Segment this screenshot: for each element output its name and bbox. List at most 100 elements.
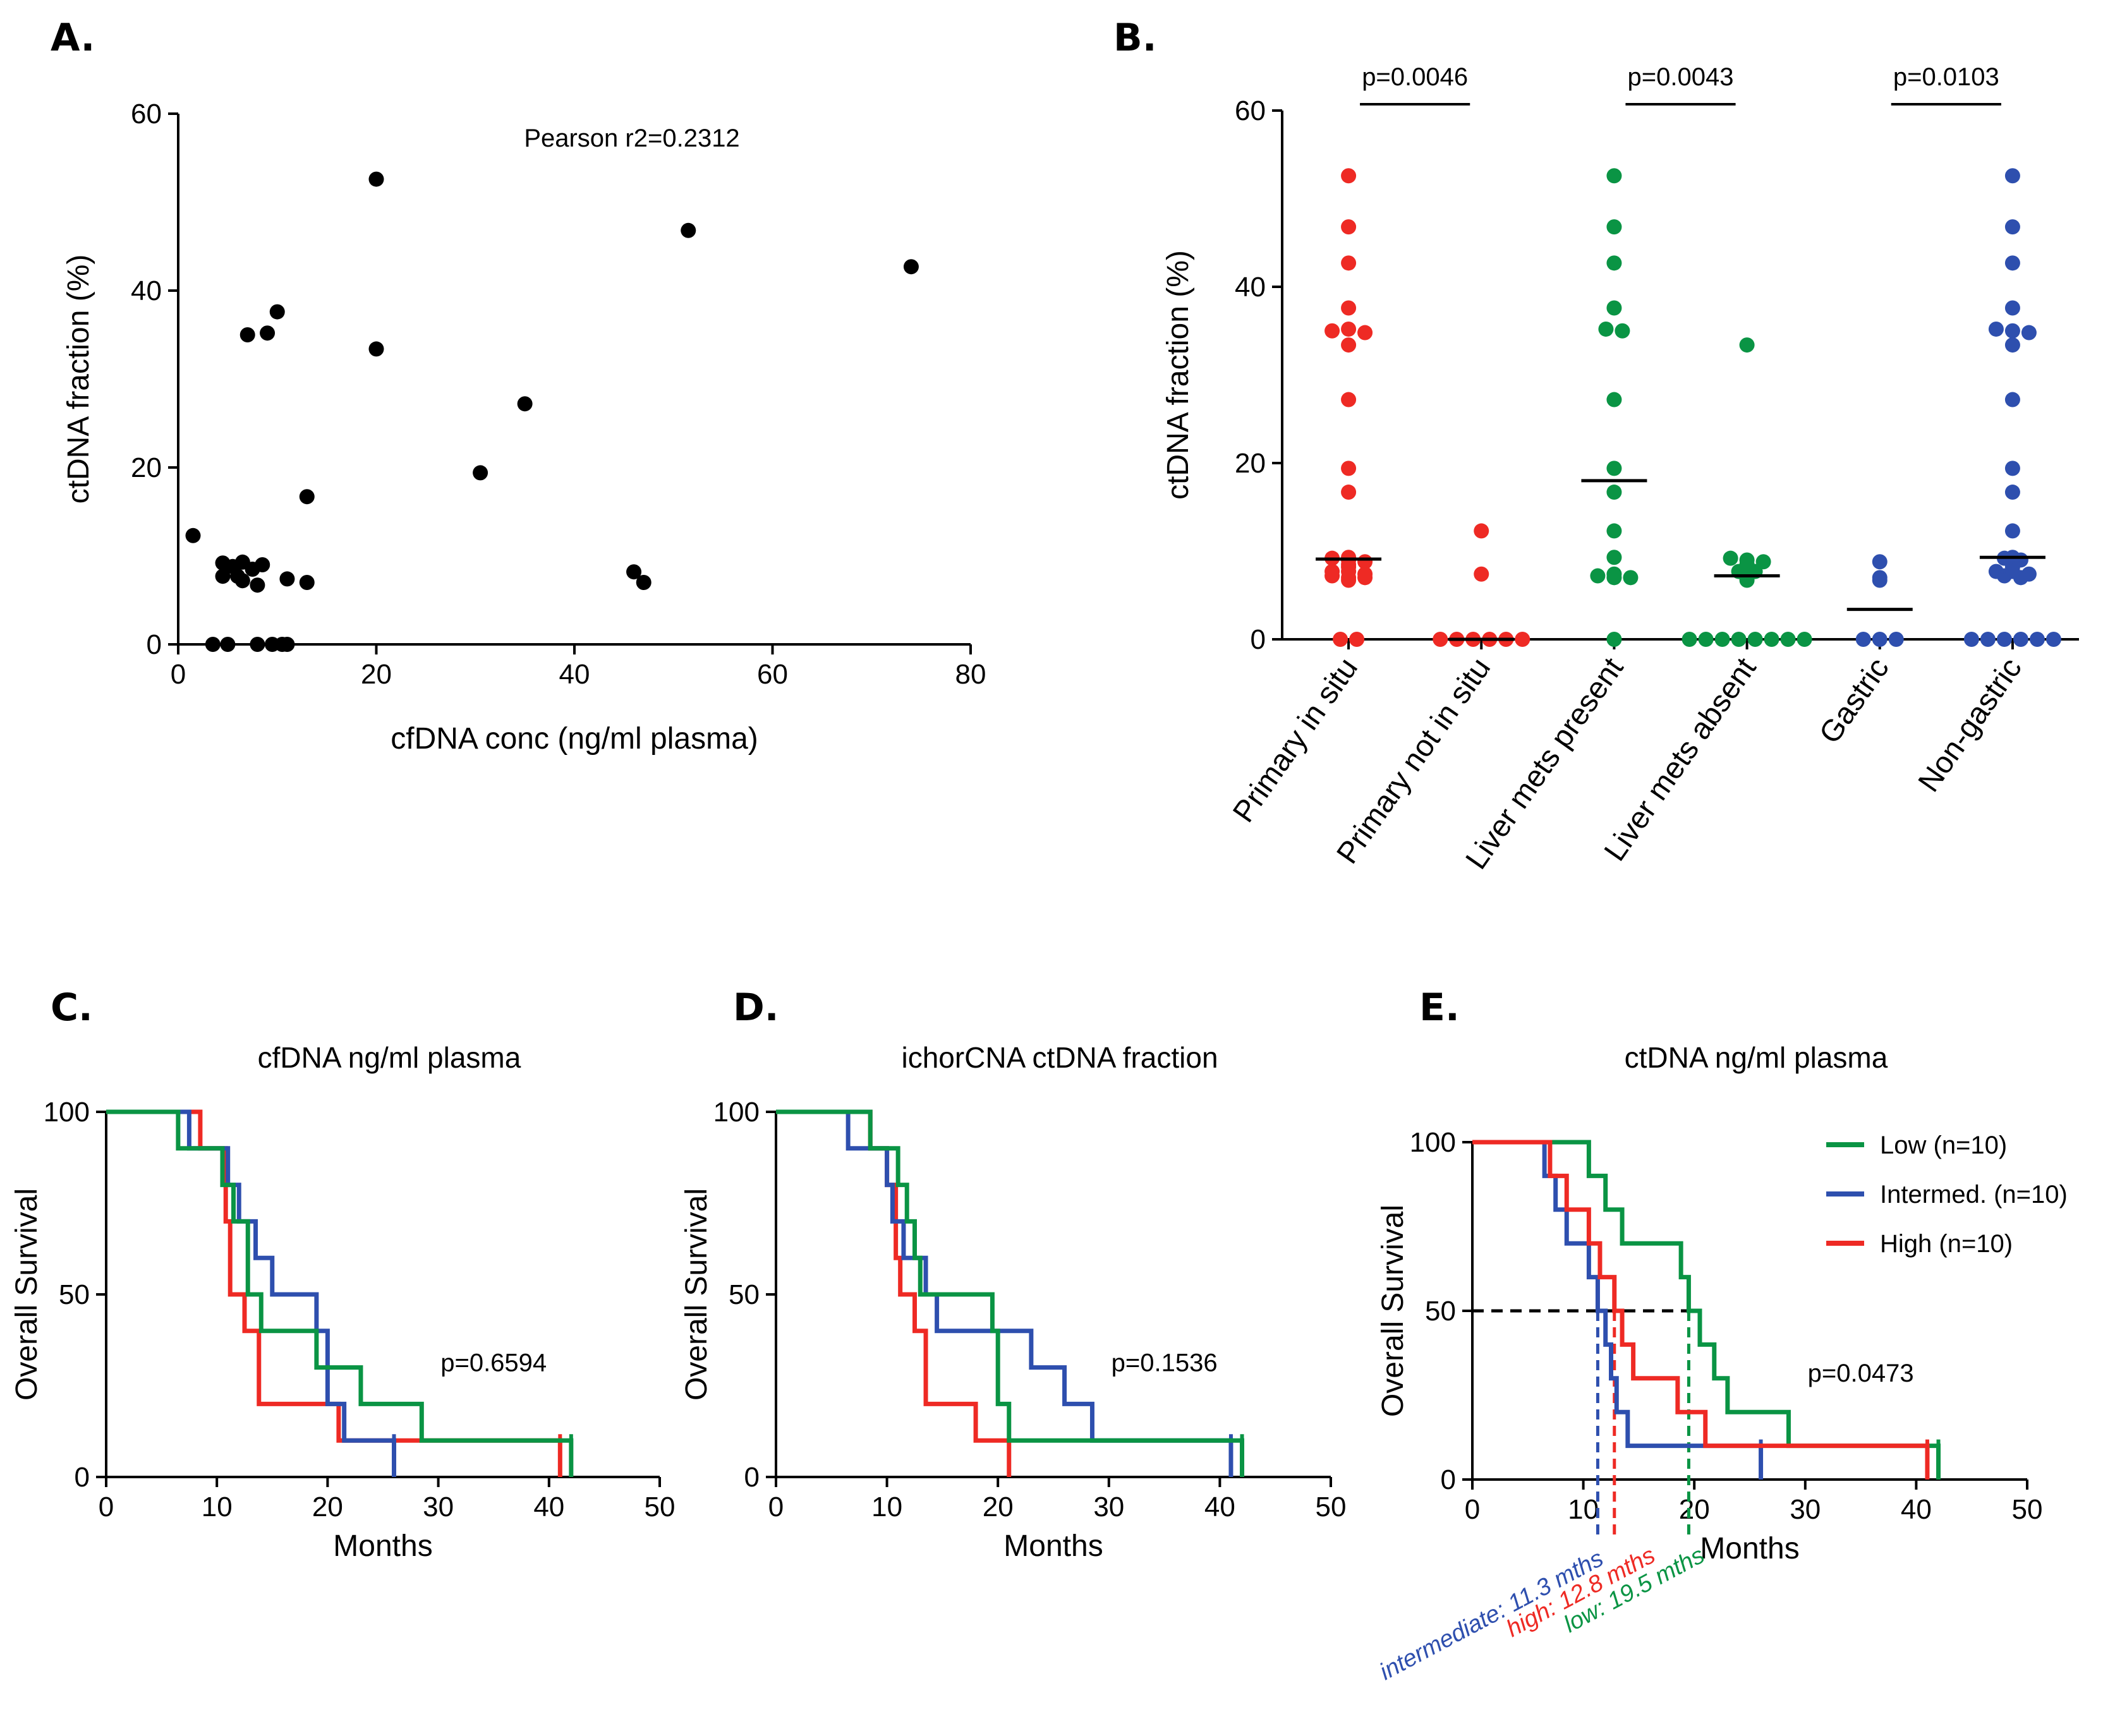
data-point <box>1606 300 1622 316</box>
survival-curve-high <box>1472 1140 1930 1480</box>
data-point <box>2004 168 2020 184</box>
panel-a: A. 0 20 40 60 0 20 40 60 80 cfDNA conc (ng/ml plas… <box>51 16 986 756</box>
data-point <box>1341 572 1357 588</box>
panel-c: C. cfDNA ng/ml plasma 0 50 100 0 10 20 30 40 50 Mon… <box>10 986 675 1563</box>
data-point <box>1963 632 1979 647</box>
data-point <box>1714 632 1730 647</box>
panel-label-b: B. <box>1113 16 1157 60</box>
data-point <box>1780 632 1796 647</box>
y-tick-label: 40 <box>131 275 162 306</box>
y-axis-label: ctDNA fraction (%) <box>1161 250 1195 500</box>
x-tick-label: 50 <box>2012 1494 2043 1525</box>
data-point <box>1606 168 1622 184</box>
data-point <box>2004 523 2020 539</box>
scatter-point <box>279 571 295 587</box>
x-tick-label: 40 <box>559 659 590 690</box>
x-tick-label: 10 <box>871 1492 902 1522</box>
data-point <box>2021 566 2037 582</box>
p-value-label: p=0.0103 <box>1893 63 1999 91</box>
data-point <box>1698 632 1714 647</box>
data-point <box>2045 632 2061 647</box>
y-tick-label: 100 <box>713 1097 760 1128</box>
x-tick-label: 40 <box>1901 1494 1932 1525</box>
x-tick-label: 0 <box>99 1492 114 1522</box>
data-point <box>1357 325 1373 341</box>
x-tick-label: 10 <box>202 1492 233 1522</box>
x-axis-label: Months <box>1003 1529 1103 1563</box>
data-point <box>1682 632 1697 647</box>
data-point <box>1606 461 1622 476</box>
survival-curve-low <box>106 1109 574 1477</box>
data-point <box>1723 550 1738 566</box>
category-label: Liver mets absent <box>1598 652 1763 867</box>
y-tick-label: 20 <box>131 452 162 483</box>
x-tick-label: 80 <box>955 659 986 690</box>
data-point <box>2004 323 2020 339</box>
data-point <box>1606 392 1622 407</box>
data-point <box>1590 568 1606 584</box>
data-point <box>1341 321 1357 337</box>
y-axis-label: ctDNA fraction (%) <box>62 255 95 504</box>
data-point <box>1872 632 1888 647</box>
data-point <box>1996 632 2012 647</box>
scatter-point <box>368 171 384 187</box>
scatter-point <box>368 341 384 357</box>
scatter-point <box>250 637 265 652</box>
data-point <box>1474 523 1489 539</box>
data-point <box>1341 219 1357 235</box>
x-tick-label: 30 <box>423 1492 454 1522</box>
p-value-label: p=0.0043 <box>1628 63 1734 91</box>
x-tick-label: 50 <box>1316 1492 1347 1522</box>
x-tick-label: 20 <box>983 1492 1014 1522</box>
x-tick-label: 10 <box>1568 1494 1599 1525</box>
survival-curve-low <box>776 1109 1245 1477</box>
data-point <box>2004 392 2020 407</box>
data-point <box>1615 323 1630 339</box>
survival-curve-high <box>106 1109 562 1477</box>
panel-label-e: E. <box>1419 986 1460 1030</box>
data-point <box>1515 632 1530 647</box>
panel-d: D. ichorCNA ctDNA fraction 0 50 100 0 10 20 30 40… <box>680 986 1346 1563</box>
survival-curve-intermed <box>776 1109 1233 1477</box>
data-point <box>2004 485 2020 500</box>
scatter-point <box>473 465 488 481</box>
y-tick-label: 40 <box>1235 272 1266 303</box>
y-tick-label: 0 <box>1441 1464 1456 1495</box>
data-point <box>1606 523 1622 539</box>
y-tick-label: 0 <box>744 1462 760 1493</box>
legend-label: Low (n=10) <box>1880 1131 2007 1159</box>
data-point <box>1980 632 1996 647</box>
data-point <box>1333 632 1348 647</box>
legend-label: Intermed. (n=10) <box>1880 1181 2068 1209</box>
km-title: ctDNA ng/ml plasma <box>1625 1041 1888 1074</box>
y-tick-label: 0 <box>147 629 162 660</box>
x-tick-label: 50 <box>645 1492 676 1522</box>
x-tick-label: 30 <box>1093 1492 1124 1522</box>
scatter-point <box>255 557 270 572</box>
scatter-point <box>681 222 696 238</box>
data-point <box>1988 564 2004 579</box>
data-point <box>1606 632 1622 647</box>
x-tick-label: 20 <box>361 659 392 690</box>
survival-curve-intermed <box>106 1109 397 1477</box>
category-label: Primary in situ <box>1227 652 1364 828</box>
p-value-label: p=0.0046 <box>1362 63 1468 91</box>
scatter-point <box>215 569 231 584</box>
y-tick-label: 100 <box>1410 1127 1456 1158</box>
x-tick-label: 30 <box>1790 1494 1821 1525</box>
x-tick-label: 0 <box>1465 1494 1480 1525</box>
panel-label-d: D. <box>733 986 779 1030</box>
y-tick-label: 60 <box>131 99 162 130</box>
scatter-point <box>239 327 255 342</box>
scatter-point <box>279 637 295 652</box>
data-point <box>1606 566 1622 582</box>
y-axis-label: Overall Survival <box>680 1188 713 1401</box>
x-axis-label: Months <box>333 1529 432 1563</box>
data-point <box>1606 255 1622 271</box>
y-axis-label: Overall Survival <box>10 1188 44 1401</box>
y-tick-label: 50 <box>729 1279 760 1310</box>
data-point <box>1739 337 1755 353</box>
scatter-point <box>185 527 201 543</box>
data-point <box>1606 219 1622 235</box>
data-point <box>1797 632 1812 647</box>
